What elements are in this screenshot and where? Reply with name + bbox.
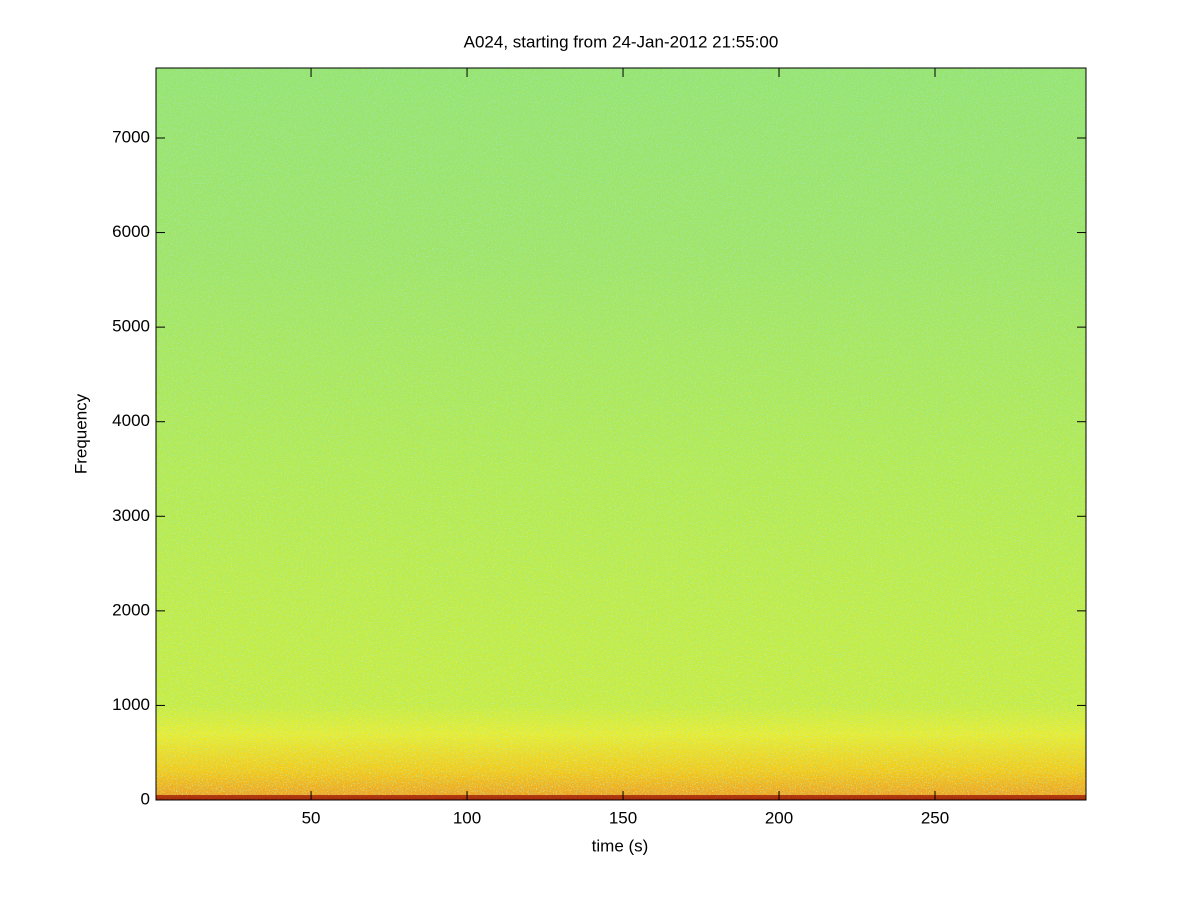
spectrogram-image — [156, 68, 1086, 800]
x-tick-label: 250 — [921, 808, 949, 827]
y-tick-label: 6000 — [112, 222, 150, 241]
x-tick-label: 100 — [453, 808, 481, 827]
y-axis-label: Frequency — [71, 393, 90, 474]
y-tick-label: 3000 — [112, 506, 150, 525]
y-tick-label: 4000 — [112, 411, 150, 430]
y-tick-label: 7000 — [112, 127, 150, 146]
y-tick-label: 1000 — [112, 695, 150, 714]
x-tick-label: 150 — [609, 808, 637, 827]
y-tick-label: 5000 — [112, 317, 150, 336]
x-axis-label: time (s) — [592, 836, 649, 855]
x-tick-label: 200 — [765, 808, 793, 827]
y-tick-label: 2000 — [112, 600, 150, 619]
chart-title: A024, starting from 24-Jan-2012 21:55:00 — [464, 32, 779, 51]
y-tick-label: 0 — [141, 789, 150, 808]
plot-frame — [155, 67, 1087, 801]
x-tick-label: 50 — [302, 808, 321, 827]
